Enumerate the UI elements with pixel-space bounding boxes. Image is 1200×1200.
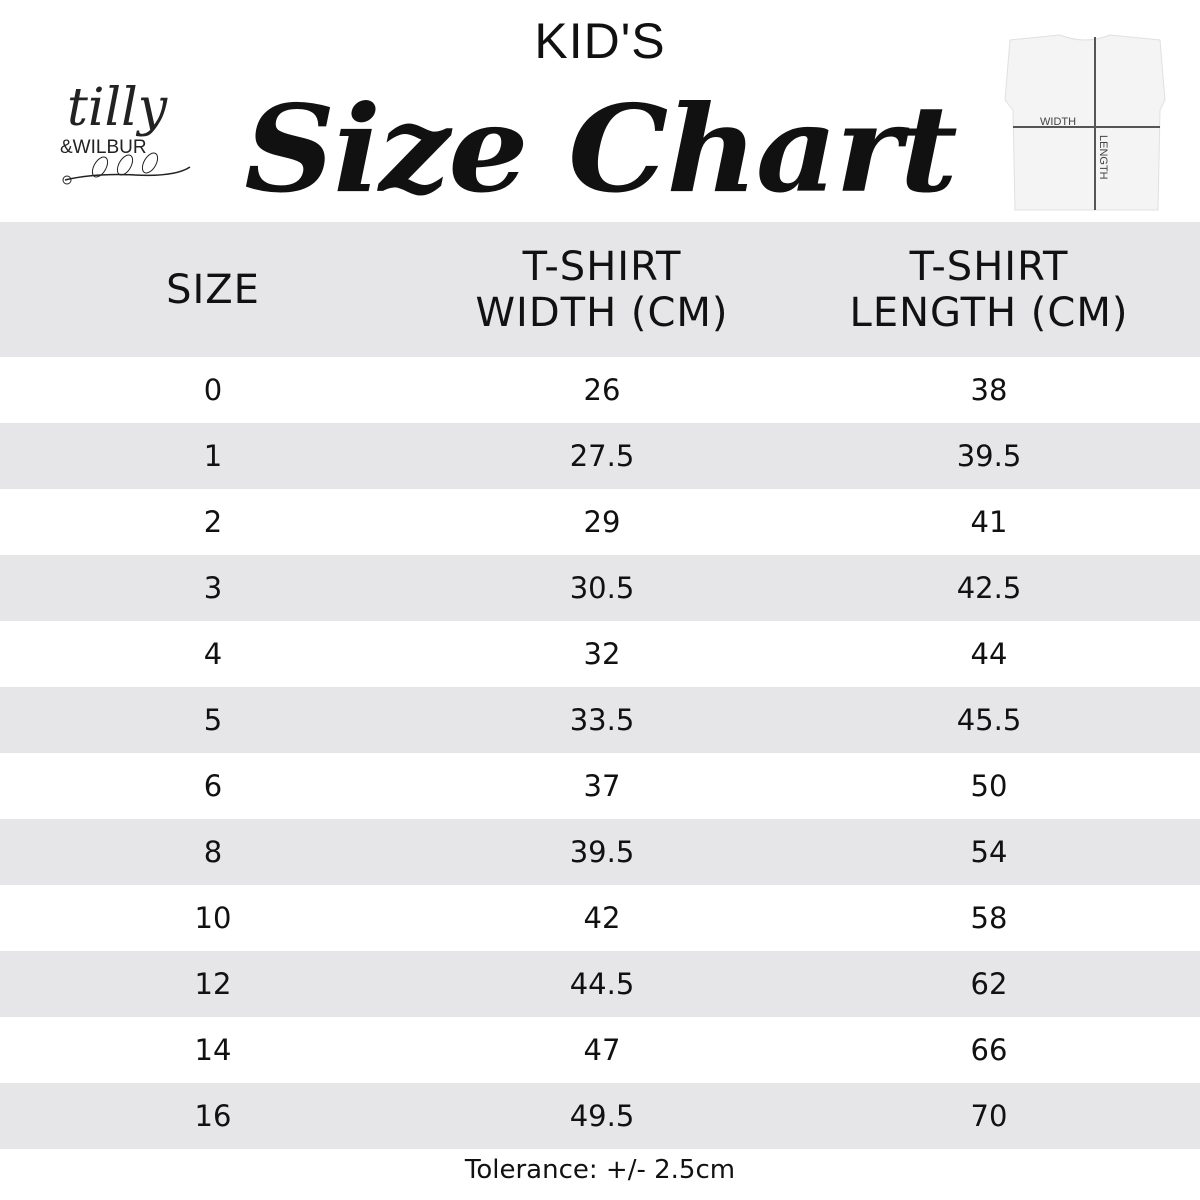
width-cell: 27.5 bbox=[426, 423, 778, 489]
width-cell: 39.5 bbox=[426, 819, 778, 885]
size-cell: 5 bbox=[0, 687, 426, 753]
length-cell: 62 bbox=[778, 951, 1200, 1017]
length-cell: 66 bbox=[970, 1033, 1008, 1067]
size-cell: 2 bbox=[203, 505, 223, 539]
size-cell: 4 bbox=[203, 637, 223, 671]
table-row: 16 49.5 70 bbox=[0, 1083, 1200, 1149]
page-title: Size Chart bbox=[244, 79, 958, 220]
length-cell: 42.5 bbox=[778, 555, 1200, 621]
length-cell: 54 bbox=[778, 819, 1200, 885]
column-header-size: SIZE bbox=[0, 222, 426, 357]
size-cell: 3 bbox=[0, 555, 426, 621]
tshirt-measurement-diagram: WIDTH LENGTH bbox=[990, 30, 1170, 220]
length-cell: 41 bbox=[970, 505, 1008, 539]
table-row: 14 47 66 bbox=[0, 1017, 1200, 1083]
width-cell: 32 bbox=[583, 637, 621, 671]
table-row: 3 30.5 42.5 bbox=[0, 555, 1200, 621]
size-cell: 10 bbox=[194, 901, 232, 935]
subtitle: KID'S bbox=[534, 13, 666, 69]
width-cell: 44.5 bbox=[426, 951, 778, 1017]
width-cell: 49.5 bbox=[426, 1083, 778, 1149]
width-cell: 26 bbox=[583, 373, 621, 407]
width-cell: 42 bbox=[583, 901, 621, 935]
table-row: 1 27.5 39.5 bbox=[0, 423, 1200, 489]
table-row: 2 29 41 bbox=[0, 489, 1200, 555]
length-cell: 50 bbox=[970, 769, 1008, 803]
table-row: 0 26 38 bbox=[0, 357, 1200, 423]
length-cell: 70 bbox=[778, 1083, 1200, 1149]
size-cell: 6 bbox=[203, 769, 223, 803]
size-table: SIZE T-SHIRT WIDTH (CM) T-SHIRT LENGTH (CM… bbox=[0, 222, 1200, 1149]
size-cell: 14 bbox=[194, 1033, 232, 1067]
svg-text:tilly: tilly bbox=[67, 78, 168, 138]
width-cell: 33.5 bbox=[426, 687, 778, 753]
svg-text:&WILBUR: &WILBUR bbox=[60, 137, 147, 158]
table-row: 4 32 44 bbox=[0, 621, 1200, 687]
brand-logo: tilly &WILBUR bbox=[55, 55, 195, 195]
width-label: WIDTH bbox=[1040, 116, 1076, 128]
column-header-length: T-SHIRT LENGTH (CM) bbox=[778, 222, 1200, 357]
length-cell: 39.5 bbox=[778, 423, 1200, 489]
length-cell: 44 bbox=[970, 637, 1008, 671]
table-row: 12 44.5 62 bbox=[0, 951, 1200, 1017]
tolerance-note: Tolerance: +/- 2.5cm bbox=[464, 1155, 736, 1185]
table-row: 6 37 50 bbox=[0, 753, 1200, 819]
size-cell: 1 bbox=[0, 423, 426, 489]
column-header-width: T-SHIRT WIDTH (CM) bbox=[426, 222, 778, 357]
size-cell: 0 bbox=[203, 373, 223, 407]
length-cell: 45.5 bbox=[778, 687, 1200, 753]
width-cell: 30.5 bbox=[426, 555, 778, 621]
width-cell: 29 bbox=[583, 505, 621, 539]
table-row: 5 33.5 45.5 bbox=[0, 687, 1200, 753]
table-header: SIZE T-SHIRT WIDTH (CM) T-SHIRT LENGTH (CM… bbox=[0, 222, 1200, 357]
table-row: 8 39.5 54 bbox=[0, 819, 1200, 885]
length-label: LENGTH bbox=[1097, 135, 1109, 180]
size-cell: 8 bbox=[0, 819, 426, 885]
width-cell: 37 bbox=[583, 769, 621, 803]
table-row: 10 42 58 bbox=[0, 885, 1200, 951]
size-cell: 16 bbox=[0, 1083, 426, 1149]
size-cell: 12 bbox=[0, 951, 426, 1017]
width-cell: 47 bbox=[583, 1033, 621, 1067]
length-cell: 38 bbox=[970, 373, 1008, 407]
length-cell: 58 bbox=[970, 901, 1008, 935]
